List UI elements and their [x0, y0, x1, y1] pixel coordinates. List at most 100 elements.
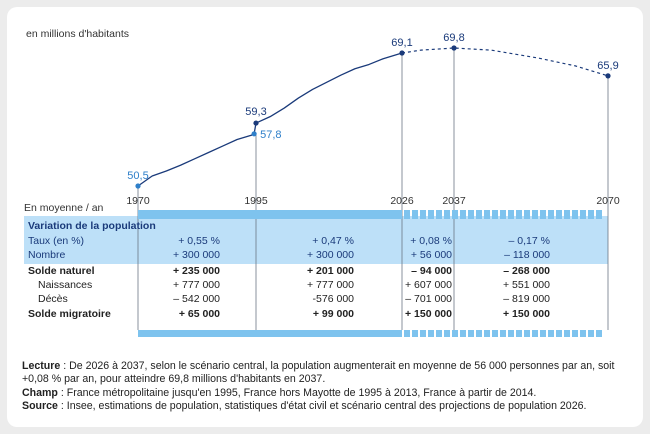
period-bar-projection-seg — [524, 210, 530, 219]
period-bar-projection-seg — [540, 330, 546, 337]
series-projection-line — [401, 47, 609, 77]
period-bar-observed-1 — [138, 330, 402, 337]
cell-3-1: + 777 000 — [307, 279, 354, 291]
tick-label-1970: 1970 — [126, 195, 150, 207]
period-bar-projection-seg — [412, 210, 418, 219]
point-57-8 — [251, 131, 257, 137]
cell-4-3: – 819 000 — [503, 293, 550, 305]
point-69-8 — [451, 45, 457, 51]
period-bar-projection-seg — [540, 210, 546, 219]
period-bar-projection-seg — [588, 330, 594, 337]
period-bar-projection-seg — [420, 330, 426, 337]
cell-2-2: – 94 000 — [411, 265, 452, 277]
cell-1-2: + 56 000 — [411, 249, 452, 261]
period-bar-projection-seg — [500, 330, 506, 337]
period-bar-projection-seg — [556, 210, 562, 219]
cell-3-3: + 551 000 — [503, 279, 550, 291]
period-bar-projection-seg — [548, 330, 554, 337]
point-50-5 — [135, 183, 141, 189]
cell-3-2: + 607 000 — [405, 279, 452, 291]
row-label-5: Solde migratoire — [28, 308, 111, 320]
period-bar-projection-seg — [420, 210, 426, 219]
period-bar-projection-seg — [596, 210, 602, 219]
note-source: Source : Insee, estimations de populatio… — [22, 400, 587, 413]
cell-3-0: + 777 000 — [173, 279, 220, 291]
point-59-3 — [253, 120, 259, 126]
period-bar-projection-seg — [476, 210, 482, 219]
population-chart: en millions d'habitants 50,5 57,8 59,3 69,1… — [24, 28, 620, 337]
cell-4-2: – 701 000 — [405, 293, 452, 305]
row-label-0: Taux (en %) — [28, 235, 84, 247]
cell-2-1: + 201 000 — [307, 265, 354, 277]
row-label-1: Nombre — [28, 249, 66, 261]
period-bar-projection-seg — [452, 210, 458, 219]
period-bar-projection-seg — [428, 330, 434, 337]
period-bar-projection-seg — [444, 210, 450, 219]
period-bar-projection-seg — [548, 210, 554, 219]
table-section-title: Variation de la population — [28, 220, 156, 232]
period-bar-observed-0 — [138, 210, 402, 219]
period-bar-projection-seg — [516, 330, 522, 337]
tick-label-1995: 1995 — [244, 195, 268, 207]
value-label-4: 69,8 — [443, 32, 464, 44]
period-bar-projection-seg — [492, 210, 498, 219]
period-bar-projection-seg — [404, 330, 410, 337]
row-label-3: Naissances — [38, 279, 92, 291]
period-bar-projection-seg — [468, 210, 474, 219]
period-bar-projection-seg — [412, 330, 418, 337]
cell-4-1: -576 000 — [313, 293, 355, 305]
tick-label-2026: 2026 — [390, 195, 414, 207]
cell-0-2: + 0,08 % — [410, 235, 452, 247]
period-bar-projection-seg — [476, 330, 482, 337]
cell-4-0: – 542 000 — [173, 293, 220, 305]
period-bar-projection-seg — [516, 210, 522, 219]
cell-1-1: + 300 000 — [307, 249, 354, 261]
period-bar-projection-seg — [500, 210, 506, 219]
value-label-2: 59,3 — [245, 106, 266, 118]
tick-label-2070: 2070 — [596, 195, 620, 207]
period-bar-projection-seg — [556, 330, 562, 337]
value-label-1: 57,8 — [260, 129, 281, 141]
period-bar-projection-seg — [564, 330, 570, 337]
period-bar-projection-seg — [524, 330, 530, 337]
cell-0-0: + 0,55 % — [178, 235, 220, 247]
period-bar-projection-seg — [508, 330, 514, 337]
cell-0-1: + 0,47 % — [312, 235, 354, 247]
point-69-1 — [399, 50, 405, 56]
value-label-5: 65,9 — [597, 60, 618, 72]
period-bar-projection-seg — [508, 210, 514, 219]
period-bar-projection-seg — [468, 330, 474, 337]
period-bar-projection-seg — [572, 330, 578, 337]
cell-5-2: + 150 000 — [405, 308, 452, 320]
period-bar-projection-seg — [436, 330, 442, 337]
tick-label-2037: 2037 — [442, 195, 466, 207]
period-bar-projection-seg — [428, 210, 434, 219]
period-bar-projection-seg — [492, 330, 498, 337]
period-bar-projection-seg — [564, 210, 570, 219]
cell-1-0: + 300 000 — [173, 249, 220, 261]
cell-1-3: – 118 000 — [504, 249, 550, 261]
table-band-highlight — [24, 216, 608, 264]
value-label-3: 69,1 — [391, 37, 412, 49]
note-champ: Champ : France métropolitaine jusqu'en 1… — [22, 386, 537, 399]
period-bar-projection-seg — [452, 330, 458, 337]
row-label-4: Décès — [38, 293, 68, 305]
period-bar-projection-seg — [572, 210, 578, 219]
row-label-2: Solde naturel — [28, 265, 95, 277]
period-bar-projection-seg — [588, 210, 594, 219]
period-bar-projection-seg — [484, 210, 490, 219]
period-bar-projection-seg — [580, 330, 586, 337]
period-bar-projection-seg — [460, 210, 466, 219]
period-bar-projection-seg — [436, 210, 442, 219]
unit-label: en millions d'habitants — [26, 28, 129, 40]
value-label-0: 50,5 — [127, 170, 148, 182]
table-header: En moyenne / an — [24, 202, 104, 214]
period-bar-projection-seg — [596, 330, 602, 337]
period-bar-projection-seg — [532, 330, 538, 337]
note-lecture: Lecture : De 2026 à 2037, selon le scéna… — [22, 360, 615, 386]
series-observed-line — [137, 52, 403, 187]
period-bar-projection-seg — [404, 210, 410, 219]
cell-0-3: – 0,17 % — [509, 235, 550, 247]
period-bar-projection-seg — [484, 330, 490, 337]
cell-5-3: + 150 000 — [503, 308, 550, 320]
